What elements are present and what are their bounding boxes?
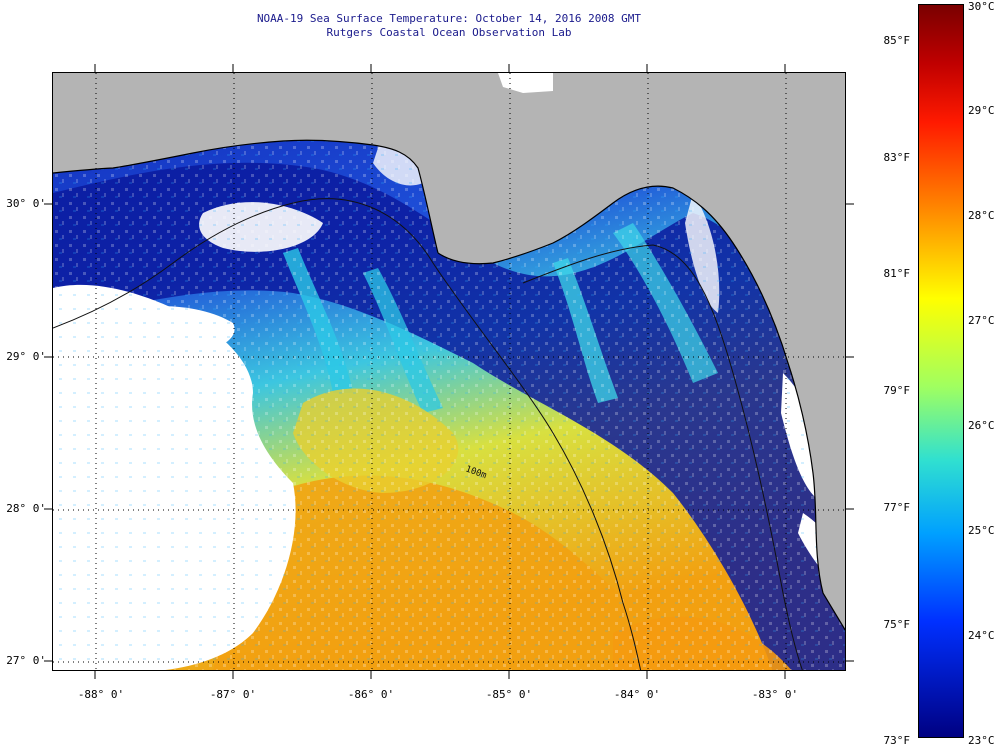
land-mass [53, 73, 845, 630]
color-scale-bar [918, 4, 964, 738]
scale-label-75f: 75°F [883, 618, 911, 631]
lon-label-87: -87° 0' [209, 688, 257, 701]
scale-label-29c: 29°C [968, 104, 995, 117]
bathymetry-contour [522, 244, 803, 670]
scale-label-25c: 25°C [968, 524, 995, 537]
scale-label-83f: 83°F [883, 151, 911, 164]
bathymetry-contour [53, 198, 642, 670]
inland-lake [498, 73, 553, 93]
scale-label-30c: 30°C [968, 0, 995, 13]
scale-label-24c: 24°C [968, 629, 995, 642]
lat-label-30: 30° 0' [6, 197, 46, 210]
lon-label-84: -84° 0' [613, 688, 661, 701]
lon-label-86: -86° 0' [347, 688, 395, 701]
scale-label-23c: 23°C [968, 734, 995, 747]
chart-subtitle: Rutgers Coastal Ocean Observation Lab [326, 26, 572, 39]
coastline [53, 139, 845, 631]
lat-label-27: 27° 0' [6, 654, 46, 667]
scale-label-73f: 73°F [883, 734, 911, 747]
lon-label-83: -83° 0' [751, 688, 799, 701]
lat-label-29: 29° 0' [6, 350, 46, 363]
scale-label-77f: 77°F [883, 501, 911, 514]
color-scale-gradient [919, 5, 963, 737]
lon-label-88: -88° 0' [77, 688, 125, 701]
scale-label-81f: 81°F [883, 267, 911, 280]
chart-title: NOAA-19 Sea Surface Temperature: October… [256, 12, 642, 25]
sst-map[interactable]: 100m [52, 72, 846, 671]
scale-label-28c: 28°C [968, 209, 995, 222]
lon-label-85: -85° 0' [485, 688, 533, 701]
scale-label-26c: 26°C [968, 419, 995, 432]
scale-label-27c: 27°C [968, 314, 995, 327]
tick-marks [44, 64, 854, 679]
lat-label-28: 28° 0' [6, 502, 46, 515]
scale-label-85f: 85°F [883, 34, 911, 47]
sst-map-canvas: 100m [53, 73, 845, 670]
scale-label-79f: 79°F [883, 384, 911, 397]
